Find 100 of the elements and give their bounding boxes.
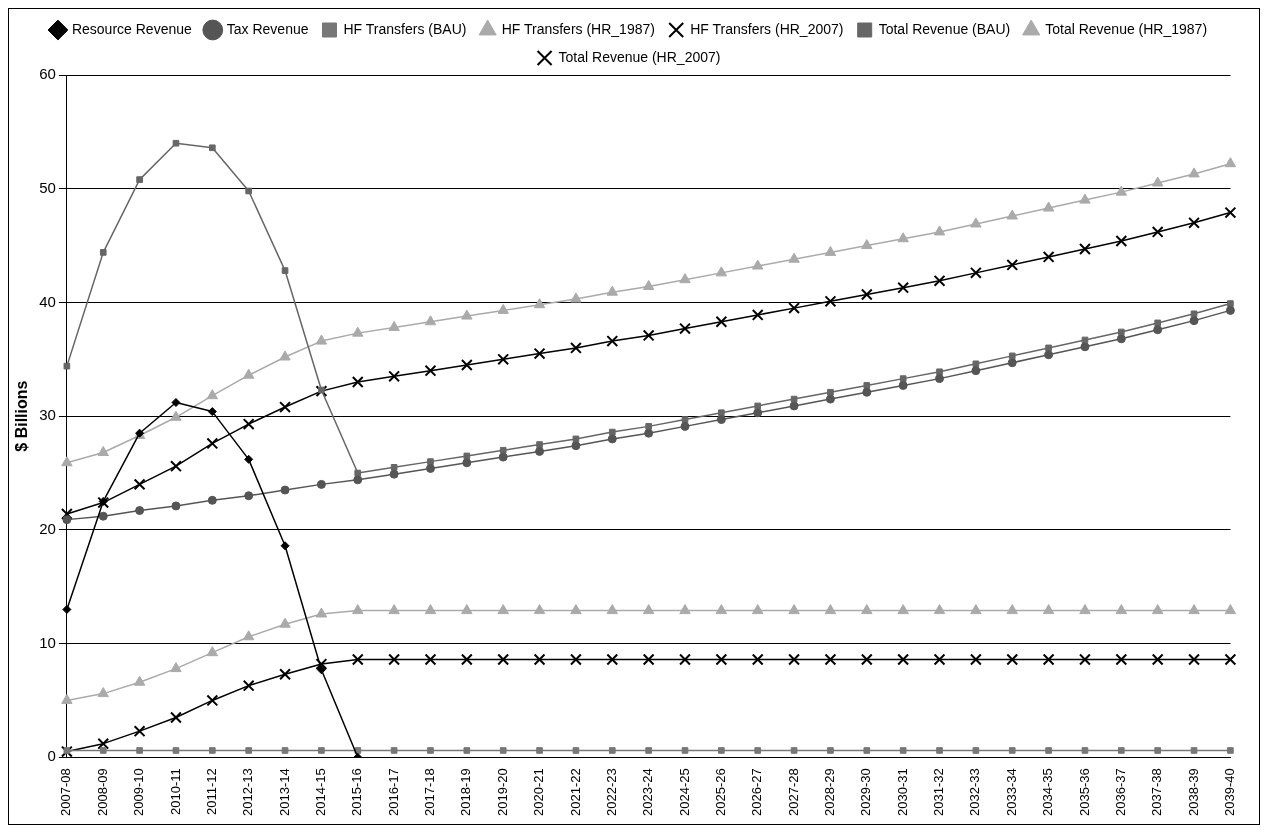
- x-tick-label: 2014-15: [312, 768, 328, 817]
- point: [1006, 604, 1018, 615]
- point: [1117, 328, 1125, 336]
- point: [642, 604, 655, 615]
- point: [1045, 344, 1052, 352]
- point: [133, 478, 146, 491]
- point: [1079, 653, 1091, 666]
- point: [1081, 747, 1089, 754]
- point: [427, 747, 434, 754]
- point: [1224, 604, 1237, 615]
- point: [463, 747, 471, 754]
- point: [424, 315, 437, 326]
- point: [751, 653, 764, 666]
- point: [606, 285, 618, 296]
- point: [899, 747, 907, 754]
- x-tick-label: 2016-17: [385, 768, 401, 817]
- point: [862, 387, 872, 397]
- point: [642, 653, 655, 666]
- x-tick-label: 2012-13: [240, 768, 256, 817]
- point: [1153, 325, 1163, 335]
- point: [315, 607, 328, 618]
- point: [679, 604, 691, 615]
- x-tick-label: 2022-23: [603, 768, 619, 817]
- point: [936, 747, 943, 754]
- point: [1227, 747, 1234, 754]
- point: [1079, 604, 1091, 615]
- point: [1151, 225, 1164, 238]
- x-tick-label: 2036-37: [1112, 768, 1128, 817]
- y-tick-label: 20: [39, 520, 56, 537]
- point: [97, 737, 110, 750]
- point: [536, 441, 543, 448]
- point: [97, 446, 109, 457]
- legend-label: HF Transfers (HR_2007): [690, 20, 844, 37]
- point: [242, 679, 255, 692]
- point: [936, 368, 943, 376]
- point: [62, 515, 72, 525]
- point: [754, 402, 762, 410]
- point: [752, 604, 764, 615]
- point: [971, 366, 981, 376]
- x-tick-label: 2018-19: [458, 768, 474, 817]
- x-tick-label: 2015-16: [349, 768, 365, 817]
- point: [462, 458, 472, 468]
- point: [1225, 305, 1235, 315]
- point: [606, 335, 619, 348]
- point: [827, 388, 834, 396]
- point: [1008, 352, 1016, 360]
- point: [98, 511, 108, 521]
- y-tick-label: 50: [39, 178, 56, 196]
- point: [172, 747, 180, 754]
- point: [206, 646, 219, 657]
- x-tick-label: 2019-20: [494, 768, 510, 817]
- point: [279, 617, 291, 628]
- point: [608, 428, 616, 436]
- point: [863, 382, 871, 389]
- point: [825, 394, 835, 404]
- x-tick-label: 2024-25: [676, 768, 692, 817]
- point: [536, 747, 543, 754]
- point: [533, 347, 546, 360]
- point: [645, 747, 652, 754]
- point: [1044, 350, 1054, 360]
- x-tick-label: 2025-26: [712, 768, 728, 817]
- point: [680, 421, 690, 431]
- point: [718, 409, 725, 417]
- x-tick-label: 2038-39: [1185, 768, 1201, 817]
- point: [535, 446, 545, 456]
- point: [715, 653, 728, 666]
- point: [61, 693, 73, 704]
- x-tick-label: 2031-32: [931, 768, 947, 817]
- point: [1190, 747, 1198, 754]
- x-tick-label: 2028-29: [822, 768, 838, 817]
- point: [1116, 334, 1126, 344]
- point: [135, 506, 145, 516]
- point: [99, 747, 107, 754]
- point: [352, 604, 364, 615]
- point: [244, 454, 254, 464]
- point: [1224, 206, 1237, 219]
- x-tick-label: 2009-10: [131, 768, 147, 817]
- point: [280, 485, 290, 495]
- point: [242, 418, 255, 431]
- point: [170, 410, 182, 421]
- point: [824, 245, 837, 256]
- point: [207, 407, 217, 417]
- point: [827, 747, 834, 754]
- x-tick-label: 2032-33: [967, 768, 983, 817]
- point: [170, 711, 182, 724]
- point: [207, 495, 217, 505]
- point: [572, 435, 580, 443]
- point: [424, 604, 437, 615]
- point: [245, 187, 253, 195]
- point: [533, 653, 546, 666]
- x-tick-label: 2037-38: [1149, 768, 1165, 817]
- point: [679, 322, 691, 335]
- x-tick-label: 2017-18: [422, 768, 438, 817]
- point: [788, 604, 800, 615]
- point: [461, 604, 473, 615]
- point: [244, 491, 254, 501]
- point: [571, 441, 581, 451]
- point: [970, 604, 982, 615]
- point: [861, 604, 873, 615]
- point: [897, 653, 910, 666]
